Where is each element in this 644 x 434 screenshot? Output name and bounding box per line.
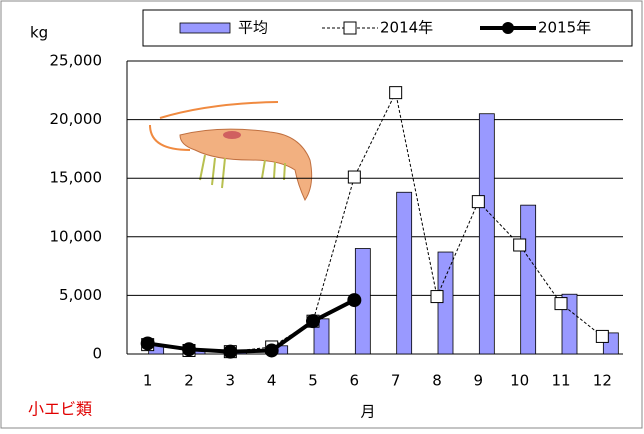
x-tick-label: 3: [226, 372, 236, 390]
y-tick-label: 10,000: [50, 227, 103, 245]
x-tick-label: 9: [474, 372, 484, 390]
y-tick-label: 25,000: [50, 52, 103, 70]
x-tick-label: 7: [391, 372, 401, 390]
legend-label: 2014年: [380, 19, 433, 37]
marker: [430, 290, 444, 304]
marker: [389, 86, 403, 100]
marker: [182, 342, 196, 357]
marker: [264, 343, 279, 358]
marker: [140, 336, 155, 351]
legend-label: 2015年: [538, 19, 591, 37]
x-tick-label: 12: [593, 372, 612, 390]
y-axis-label: kg: [30, 24, 48, 42]
x-tick-label: 2: [184, 372, 194, 390]
bar: [396, 191, 413, 355]
shrimp-illustration: [149, 101, 313, 202]
x-axis-label: 月: [360, 403, 375, 421]
x-tick-label: 4: [267, 372, 277, 390]
y-tick-label: 15,000: [50, 169, 103, 187]
y-tick-label: 5,000: [59, 286, 102, 304]
x-tick-label: 6: [350, 372, 360, 390]
bar: [520, 204, 537, 355]
y-tick-label: 20,000: [50, 110, 103, 128]
x-tick-label: 10: [510, 372, 529, 390]
marker: [595, 329, 609, 343]
marker: [223, 344, 238, 359]
marker: [306, 314, 320, 329]
x-tick-label: 1: [143, 372, 153, 390]
x-tick-label: 8: [432, 372, 442, 390]
legend-swatch: [502, 22, 514, 34]
marker: [513, 238, 527, 252]
marker: [554, 297, 568, 311]
legend-label: 平均: [238, 19, 268, 37]
y-tick-label: 0: [92, 345, 102, 363]
legend-swatch: [179, 22, 231, 34]
marker: [347, 293, 362, 308]
bar: [478, 113, 495, 355]
legend-swatch: [343, 21, 357, 35]
annotation: 小エビ類: [28, 400, 92, 419]
marker: [347, 170, 361, 184]
marker: [471, 195, 485, 209]
x-tick-label: 5: [308, 372, 318, 390]
x-tick-label: 11: [551, 372, 570, 390]
